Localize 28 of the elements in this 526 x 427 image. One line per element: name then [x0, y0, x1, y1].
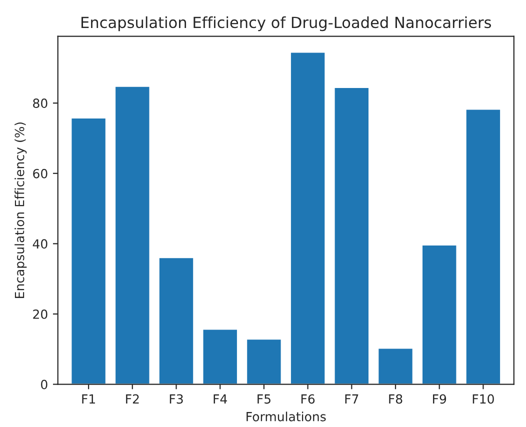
y-tick-label: 60	[33, 168, 48, 178]
x-tick-label: F9	[433, 394, 446, 404]
x-tick-label: F7	[345, 394, 358, 404]
y-tick-label: 40	[32, 239, 48, 249]
y-tick-label: 0	[41, 380, 48, 390]
bar	[158, 256, 194, 384]
x-tick-label: F4	[214, 394, 227, 404]
x-tick-label: F6	[301, 394, 315, 404]
x-axis-title: Formulations	[246, 412, 326, 422]
y-axis-title: Encapsulation Efficiency (%)	[14, 122, 27, 298]
bar	[114, 86, 151, 384]
bar	[421, 244, 458, 384]
x-tick-label: F10	[472, 394, 494, 404]
x-tick-label: F2	[126, 394, 139, 404]
bar	[377, 347, 414, 384]
x-tick-label: F8	[389, 394, 402, 404]
chart-title: Encapsulation Efficiency of Drug-Loaded Nanocarriers	[82, 16, 491, 32]
bar	[70, 117, 107, 384]
bar	[333, 86, 370, 384]
bar	[202, 328, 238, 384]
y-tick-label: 80	[33, 98, 48, 108]
x-tick-label: F3	[170, 394, 183, 404]
bar	[290, 51, 326, 384]
bar	[246, 338, 282, 384]
y-tick-label: 20	[33, 309, 48, 319]
x-tick-label: F1	[82, 394, 95, 404]
x-tick-label: F5	[258, 394, 270, 404]
bar	[464, 108, 502, 384]
